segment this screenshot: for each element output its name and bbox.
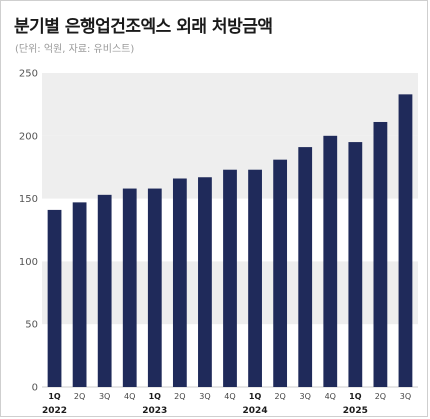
chart-title: 분기별 은행업건조엑스 외래 처방금액 <box>14 17 273 37</box>
chart-subtitle: (단위: 억원, 자료: 유비스트) <box>15 44 135 55</box>
y-tick-label: 50 <box>25 320 38 331</box>
x-tick-label: 2Q <box>174 392 185 401</box>
x-tick-label: 4Q <box>124 392 135 401</box>
bar <box>248 169 262 387</box>
bar <box>223 169 237 387</box>
bar <box>348 142 363 387</box>
bar <box>47 209 62 387</box>
bar <box>147 188 162 387</box>
bar <box>323 135 338 387</box>
x-year-label: 2024 <box>243 406 268 416</box>
x-tick-label: 3Q <box>300 392 311 401</box>
bar <box>72 202 87 387</box>
bar <box>97 194 112 387</box>
bar <box>122 188 137 387</box>
x-tick-label: 3Q <box>400 392 411 401</box>
y-tick-label: 150 <box>19 194 38 205</box>
x-tick-label: 3Q <box>99 392 110 401</box>
x-tick-label: 1Q <box>149 392 162 401</box>
x-year-label: 2025 <box>343 406 368 416</box>
x-tick-label: 2Q <box>74 392 85 401</box>
x-tick-label: 1Q <box>249 392 262 401</box>
bar <box>198 177 212 387</box>
bar <box>398 94 413 388</box>
x-tick-label: 4Q <box>325 392 336 401</box>
x-tick-label: 1Q <box>349 392 362 401</box>
bar <box>273 159 288 387</box>
bar <box>298 147 313 387</box>
x-tick-label: 4Q <box>224 392 235 401</box>
x-year-label: 2023 <box>142 406 167 416</box>
x-tick-label: 2Q <box>375 392 386 401</box>
x-year-label: 2022 <box>42 406 67 416</box>
y-tick-label: 200 <box>19 131 38 142</box>
grid-band <box>42 73 418 136</box>
bar <box>373 121 388 387</box>
x-tick-label: 1Q <box>48 392 61 401</box>
bar <box>172 178 187 387</box>
y-tick-label: 0 <box>32 383 38 394</box>
y-tick-label: 250 <box>19 69 38 80</box>
y-tick-label: 100 <box>19 257 38 268</box>
x-tick-label: 3Q <box>199 392 210 401</box>
x-tick-label: 2Q <box>274 392 285 401</box>
